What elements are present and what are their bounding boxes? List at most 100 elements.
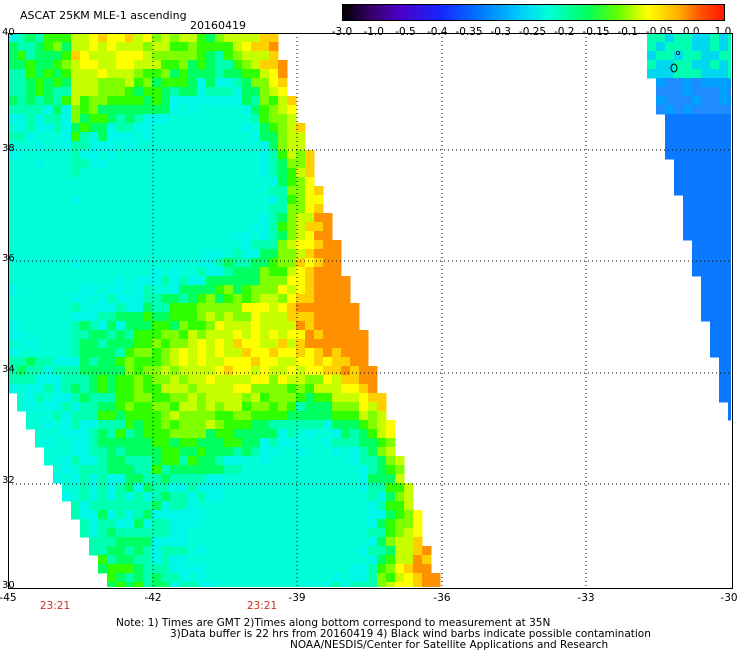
swath-cell: [341, 537, 351, 547]
swath-cell: [341, 375, 351, 385]
swath-cell: [215, 537, 225, 547]
swath-cell: [287, 240, 297, 250]
swath-cell: [107, 105, 117, 115]
swath-cell: [197, 249, 207, 259]
swath-cell: [269, 564, 279, 574]
swath-cell: [188, 258, 198, 268]
swath-cell: [62, 438, 72, 448]
swath-cell: [26, 78, 36, 88]
swath-cell: [161, 267, 171, 277]
swath-cell: [161, 546, 171, 556]
swath-cell: [359, 564, 369, 574]
swath-cell: [332, 501, 342, 511]
swath-cell: [719, 87, 729, 97]
swath-cell: [125, 213, 135, 223]
swath-cell: [125, 429, 135, 439]
swath-cell: [206, 177, 216, 187]
swath-cell: [728, 96, 731, 106]
swath-cell: [242, 222, 252, 232]
swath-cell: [152, 519, 162, 529]
swath-cell: [269, 393, 279, 403]
swath-cell: [206, 240, 216, 250]
swath-cell: [188, 33, 198, 43]
swath-cell: [98, 33, 108, 43]
swath-cell: [269, 294, 279, 304]
swath-cell: [80, 357, 90, 367]
swath-cell: [314, 402, 324, 412]
swath-cell: [125, 186, 135, 196]
swath-cell: [251, 447, 261, 457]
swath-cell: [161, 69, 171, 79]
swath-cell: [107, 438, 117, 448]
swath-cell: [287, 357, 297, 367]
swath-cell: [296, 303, 306, 313]
swath-cell: [215, 60, 225, 70]
swath-cell: [710, 231, 720, 241]
swath-cell: [224, 60, 234, 70]
swath-cell: [44, 438, 54, 448]
swath-cell: [179, 285, 189, 295]
swath-cell: [332, 294, 342, 304]
swath-cell: [107, 60, 117, 70]
swath-cell: [377, 492, 387, 502]
swath-cell: [215, 492, 225, 502]
swath-cell: [233, 384, 243, 394]
swath-cell: [107, 546, 117, 556]
swath-cell: [98, 285, 108, 295]
swath-cell: [170, 78, 180, 88]
swath-cell: [269, 132, 279, 142]
colorbar-tick-label: -0.35: [455, 26, 483, 38]
swath-cell: [179, 51, 189, 61]
swath-cell: [89, 168, 99, 178]
swath-cell: [44, 33, 54, 43]
swath-cell: [53, 240, 63, 250]
swath-cell: [242, 78, 252, 88]
swath-cell: [17, 78, 27, 88]
swath-cell: [179, 384, 189, 394]
swath-cell: [35, 339, 45, 349]
swath-map: [8, 33, 731, 587]
swath-cell: [719, 330, 729, 340]
swath-cell: [305, 231, 315, 241]
swath-cell: [53, 420, 63, 430]
swath-cell: [215, 330, 225, 340]
swath-cell: [188, 78, 198, 88]
swath-cell: [134, 339, 144, 349]
swath-cell: [206, 150, 216, 160]
swath-cell: [17, 375, 27, 385]
swath-cell: [197, 519, 207, 529]
swath-cell: [98, 537, 108, 547]
swath-cell: [233, 249, 243, 259]
swath-cell: [692, 213, 702, 223]
swath-cell: [359, 492, 369, 502]
swath-cell: [188, 213, 198, 223]
swath-cell: [17, 42, 27, 52]
swath-cell: [332, 474, 342, 484]
swath-cell: [242, 231, 252, 241]
swath-cell: [341, 438, 351, 448]
swath-cell: [215, 195, 225, 205]
swath-cell: [71, 123, 81, 133]
swath-cell: [368, 366, 378, 376]
swath-cell: [692, 150, 702, 160]
swath-cell: [296, 249, 306, 259]
swath-cell: [719, 96, 729, 106]
swath-cell: [161, 159, 171, 169]
swath-cell: [62, 132, 72, 142]
swath-cell: [80, 96, 90, 106]
swath-cell: [206, 78, 216, 88]
swath-cell: [323, 573, 333, 583]
swath-cell: [134, 537, 144, 547]
swath-cell: [287, 321, 297, 331]
swath-cell: [143, 78, 153, 88]
map-frame: [8, 33, 733, 589]
swath-cell: [197, 231, 207, 241]
swath-cell: [143, 492, 153, 502]
swath-cell: [17, 330, 27, 340]
swath-cell: [26, 393, 36, 403]
swath-cell: [224, 429, 234, 439]
swath-cell: [224, 492, 234, 502]
swath-cell: [188, 195, 198, 205]
swath-cell: [161, 168, 171, 178]
swath-cell: [206, 204, 216, 214]
